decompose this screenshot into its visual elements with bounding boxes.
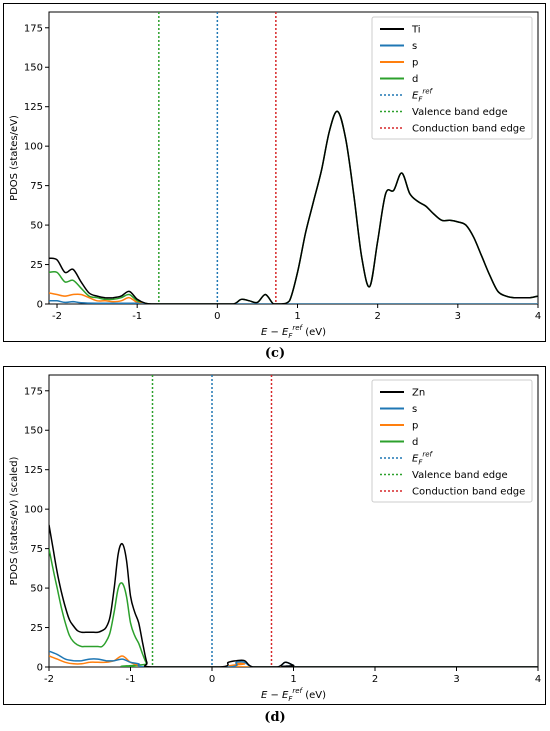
series-group <box>49 110 538 304</box>
series-line-d <box>49 110 538 304</box>
chart-d-svg: -2 -1 0 1 2 3 4 0 25 50 75 100 125 150 175 PDOS (states… <box>9 374 541 703</box>
series-line-p <box>49 655 538 667</box>
legend-label-4: EFref <box>412 88 434 104</box>
legend-label-0: Ti <box>411 25 421 36</box>
series-line-ti <box>49 110 538 304</box>
y-tick-label-6: 150 <box>24 63 43 74</box>
x-tick-label-4: 2 <box>372 674 378 685</box>
x-tick-label-6: 4 <box>535 674 541 685</box>
y-tick-label-7: 175 <box>24 23 43 34</box>
legend-label-1: s <box>412 404 417 415</box>
x-tick-label-4: 2 <box>374 311 380 322</box>
x-tick-label-1: -1 <box>126 674 136 685</box>
series-group <box>49 524 538 667</box>
legend-box <box>371 16 533 140</box>
y-tick-label-4: 100 <box>24 142 43 153</box>
y-tick-label-0: 0 <box>37 663 43 674</box>
x-axis-label: E − EFref (eV) <box>261 324 326 340</box>
x-tick-label-0: -2 <box>44 674 54 685</box>
y-axis-label: PDOS (states/eV) <box>9 115 20 201</box>
y-axis-label: PDOS (states/eV) (scaled) <box>9 456 20 585</box>
x-tick-label-3: 1 <box>294 311 300 322</box>
chart-c-svg: -2 -1 0 1 2 3 4 0 25 50 75 100 125 150 175 PDOS (states… <box>9 11 541 340</box>
y-tick-label-5: 125 <box>24 465 43 476</box>
y-tick-label-2: 50 <box>30 584 43 595</box>
x-tick-label-0: -2 <box>52 311 62 322</box>
y-tick-label-2: 50 <box>30 221 43 232</box>
legend-label-1: s <box>412 41 417 52</box>
legend-label-6: Conduction band edge <box>412 124 525 135</box>
x-tick-label-5: 3 <box>455 311 461 322</box>
legend-label-2: p <box>412 421 418 432</box>
x-tick-label-2: 0 <box>214 311 220 322</box>
y-tick-label-6: 150 <box>24 426 43 437</box>
chart-panel-c: -2 -1 0 1 2 3 4 0 25 50 75 100 125 150 175 PDOS (states… <box>3 3 546 342</box>
legend-label-3: d <box>412 437 418 448</box>
y-tick-label-1: 25 <box>30 623 43 634</box>
y-tick-label-3: 75 <box>30 544 43 555</box>
legend-label-0: Zn <box>412 388 425 399</box>
legend-label-2: p <box>412 58 418 69</box>
caption-c: (c) <box>264 346 286 361</box>
series-line-zn <box>49 524 538 667</box>
legend-label-4: EFref <box>412 451 434 467</box>
y-tick-label-0: 0 <box>37 300 43 311</box>
y-tick-label-7: 175 <box>24 386 43 397</box>
y-tick-label-5: 125 <box>24 102 43 113</box>
legend-label-3: d <box>412 74 418 85</box>
chart-panel-d: -2 -1 0 1 2 3 4 0 25 50 75 100 125 150 175 PDOS (states… <box>3 366 546 705</box>
y-tick-label-1: 25 <box>30 260 43 271</box>
x-tick-label-3: 1 <box>290 674 296 685</box>
legend-label-5: Valence band edge <box>412 470 508 481</box>
legend-label-5: Valence band edge <box>412 107 508 118</box>
legend-label-6: Conduction band edge <box>412 487 525 498</box>
series-line-d <box>49 548 538 667</box>
x-tick-label-2: 0 <box>209 674 215 685</box>
x-axis-label: E − EFref (eV) <box>261 687 326 703</box>
series-line-s <box>49 299 538 304</box>
y-tick-label-4: 100 <box>24 505 43 516</box>
y-tick-label-3: 75 <box>30 181 43 192</box>
x-tick-label-6: 4 <box>535 311 541 322</box>
x-tick-label-5: 3 <box>453 674 459 685</box>
x-tick-label-1: -1 <box>132 311 142 322</box>
caption-d: (d) <box>264 710 286 725</box>
legend-box <box>371 379 533 503</box>
